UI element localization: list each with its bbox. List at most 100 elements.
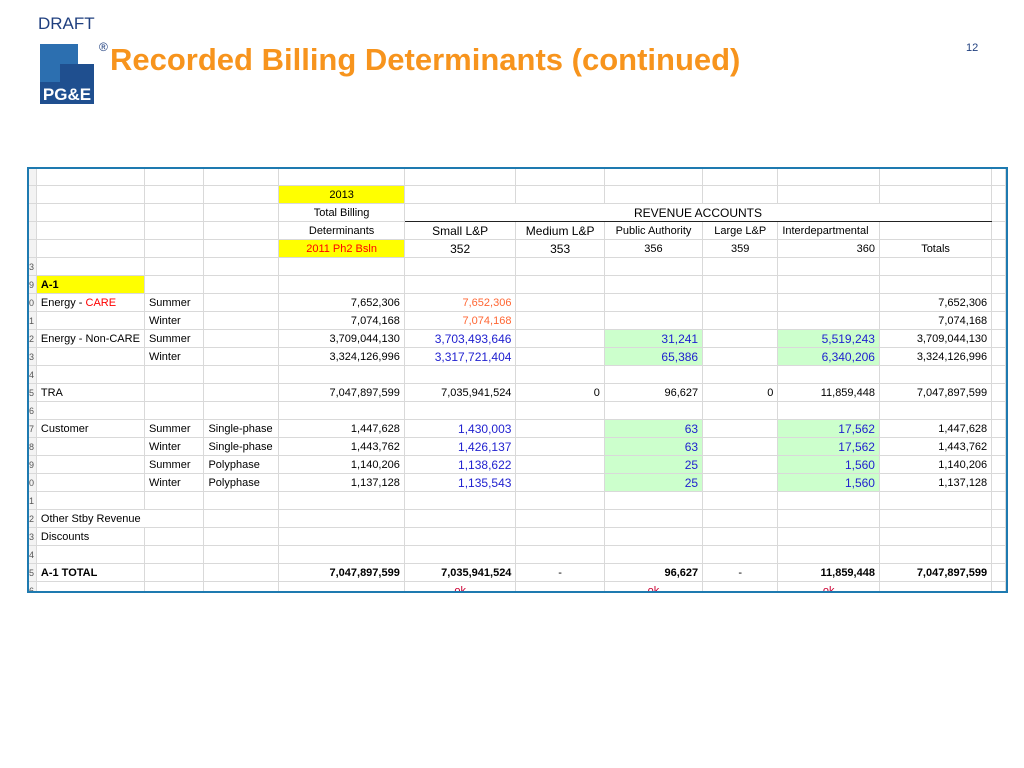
table-cell xyxy=(278,401,405,420)
check-public-ok: ok xyxy=(604,581,704,591)
table-row: 9 Summer Polyphase 1,140,206 1,138,622 25… xyxy=(29,455,1006,474)
table-cell: Single-phase xyxy=(203,437,280,456)
table-cell: Winter xyxy=(144,347,205,366)
table-cell xyxy=(777,257,880,276)
table-cell xyxy=(203,509,280,528)
revenue-accounts-header: REVENUE ACCOUNTS xyxy=(404,203,993,222)
table-cell xyxy=(991,509,1006,528)
check-small-ok: ok xyxy=(404,581,517,591)
table-cell xyxy=(36,203,145,222)
table-row: 9 A-1 xyxy=(29,275,1006,294)
table-cell xyxy=(203,221,280,240)
table-cell xyxy=(278,509,405,528)
table-cell xyxy=(36,365,145,384)
table-cell xyxy=(777,527,880,546)
table-cell xyxy=(991,311,1006,330)
table-cell xyxy=(404,509,517,528)
table-cell xyxy=(278,581,405,591)
table-cell xyxy=(203,545,280,564)
table-cell xyxy=(144,257,205,276)
table-cell xyxy=(278,365,405,384)
table-cell xyxy=(604,527,704,546)
table-cell xyxy=(203,257,280,276)
total-billing-header: Total Billing xyxy=(278,203,405,222)
table-cell: Winter xyxy=(144,473,205,492)
table-cell xyxy=(144,545,205,564)
table-cell: Polyphase xyxy=(203,455,280,474)
table-cell xyxy=(144,239,205,258)
table-cell xyxy=(702,545,779,564)
table-cell: Discounts xyxy=(36,527,145,546)
registered-mark: ® xyxy=(99,40,108,54)
table-cell xyxy=(203,185,280,204)
row-number: 8 xyxy=(29,437,37,456)
table-cell: 1,430,003 xyxy=(404,419,517,438)
table-cell xyxy=(515,257,605,276)
table-cell xyxy=(203,311,280,330)
table-cell xyxy=(144,527,205,546)
table-cell: 17,562 xyxy=(777,437,880,456)
row-number xyxy=(29,203,37,222)
table-cell: Single-phase xyxy=(203,419,280,438)
table-cell xyxy=(991,239,1006,258)
table-cell xyxy=(604,185,704,204)
table-cell: Customer xyxy=(36,419,145,438)
table-cell xyxy=(777,185,880,204)
energy-care-label: Energy - CARE xyxy=(36,293,145,312)
table-cell xyxy=(991,437,1006,456)
table-cell: Summer xyxy=(144,293,205,312)
table-cell: Summer xyxy=(144,419,205,438)
table-cell xyxy=(879,185,993,204)
svg-text:PG&E: PG&E xyxy=(43,85,91,104)
table-cell: 96,627 xyxy=(604,563,704,582)
table-cell xyxy=(515,347,605,366)
check-interdept-ok: ok xyxy=(777,581,880,591)
table-cell xyxy=(203,383,280,402)
table-cell xyxy=(36,221,145,240)
table-cell: 1,138,622 xyxy=(404,455,517,474)
table-cell xyxy=(278,169,405,186)
table-row: 7 Customer Summer Single-phase 1,447,628 1… xyxy=(29,419,1006,438)
table-cell xyxy=(515,491,605,510)
table-cell: 7,074,168 xyxy=(278,311,405,330)
table-cell: 63 xyxy=(604,419,704,438)
table-cell: 7,652,306 xyxy=(278,293,405,312)
table-cell xyxy=(777,509,880,528)
table-cell: 0 xyxy=(515,383,605,402)
table-row: 3 Discounts xyxy=(29,527,1006,546)
table-cell xyxy=(515,329,605,348)
draft-label: DRAFT xyxy=(38,14,95,33)
table-cell: 1,426,137 xyxy=(404,437,517,456)
row-number: 4 xyxy=(29,365,37,384)
year-header: 2013 xyxy=(278,185,405,204)
table-row: 3 xyxy=(29,257,1006,276)
table-cell xyxy=(604,509,704,528)
row-number: 3 xyxy=(29,347,37,366)
table-cell xyxy=(702,257,779,276)
table-row: 2013 xyxy=(29,185,1006,204)
table-cell xyxy=(991,419,1006,438)
table-cell: 7,652,306 xyxy=(879,293,993,312)
table-cell xyxy=(991,329,1006,348)
table-cell xyxy=(203,203,280,222)
row-number: 5 xyxy=(29,563,37,582)
table-cell xyxy=(702,455,779,474)
table-cell xyxy=(777,293,880,312)
table-cell: Summer xyxy=(144,455,205,474)
table-cell xyxy=(515,365,605,384)
table-cell xyxy=(777,401,880,420)
table-cell xyxy=(203,169,280,186)
table-cell xyxy=(604,401,704,420)
table-cell xyxy=(879,169,993,186)
table-cell xyxy=(777,545,880,564)
code-352: 352 xyxy=(404,239,517,258)
table-cell: Summer xyxy=(144,329,205,348)
row-number: 3 xyxy=(29,257,37,276)
table-cell xyxy=(203,275,280,294)
table-row: Total Billing REVENUE ACCOUNTS xyxy=(29,203,1006,222)
table-cell: 25 xyxy=(604,455,704,474)
table-cell: - xyxy=(702,563,779,582)
table-cell: 1,137,128 xyxy=(879,473,993,492)
table-cell xyxy=(879,527,993,546)
table-cell xyxy=(991,383,1006,402)
